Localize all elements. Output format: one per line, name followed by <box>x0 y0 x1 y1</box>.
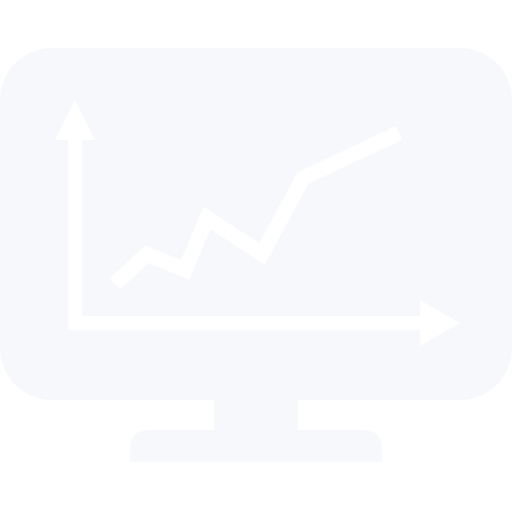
y-axis-arrowhead <box>55 100 95 140</box>
x-axis-line <box>68 316 428 330</box>
trend-line <box>109 126 403 290</box>
y-axis-line <box>68 132 82 330</box>
x-axis-arrow-icon <box>68 300 460 346</box>
monitor-stand-base <box>130 430 382 462</box>
x-axis-arrowhead <box>420 300 460 346</box>
y-axis-arrow-icon <box>55 100 95 330</box>
monitor-stand-neck <box>214 398 298 434</box>
